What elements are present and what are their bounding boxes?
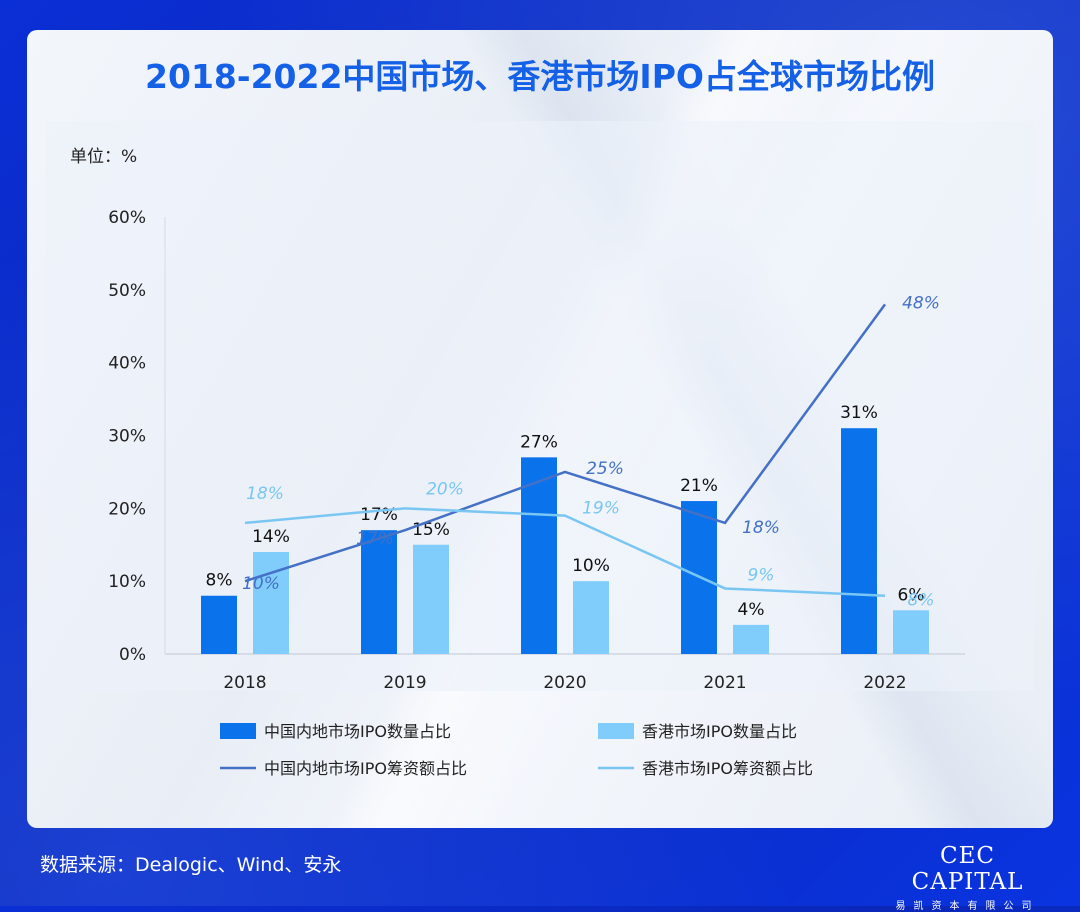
bar-data-label: 31% xyxy=(840,403,878,423)
line-data-label: 18% xyxy=(246,484,284,504)
x-tick-label: 2018 xyxy=(223,673,266,693)
bar-hk-count xyxy=(893,610,929,654)
y-tick-label: 10% xyxy=(108,572,146,592)
line-mainland-funds xyxy=(244,303,887,583)
legend-label: 中国内地市场IPO筹资额占比 xyxy=(264,759,467,778)
bar-mainland-count xyxy=(201,595,237,654)
bar-data-label: 27% xyxy=(520,432,558,452)
y-tick-label: 30% xyxy=(108,427,146,447)
bar-mainland-count xyxy=(361,530,397,654)
bar-mainland-count xyxy=(841,428,877,654)
bar-data-label: 21% xyxy=(680,476,718,496)
x-tick-label: 2019 xyxy=(383,673,426,693)
line-data-label: 17% xyxy=(356,529,394,549)
x-tick-label: 2022 xyxy=(863,673,906,693)
legend-label: 香港市场IPO筹资额占比 xyxy=(642,759,813,778)
bar-mainland-count xyxy=(521,457,557,654)
line-data-label: 18% xyxy=(742,518,780,538)
legend-label: 中国内地市场IPO数量占比 xyxy=(264,722,451,741)
bar-data-label: 4% xyxy=(738,600,765,620)
bar-data-label: 8% xyxy=(206,571,233,591)
y-tick-label: 60% xyxy=(108,208,146,228)
legend-swatch-bar xyxy=(220,723,256,739)
y-tick-label: 0% xyxy=(119,645,146,665)
line-data-label: 8% xyxy=(908,591,935,611)
x-tick-label: 2021 xyxy=(703,673,746,693)
y-tick-label: 40% xyxy=(108,354,146,374)
line-data-label: 20% xyxy=(426,479,464,499)
line-data-label: 25% xyxy=(586,459,624,479)
line-data-label: 9% xyxy=(748,565,775,585)
chart-title: 2018-2022中国市场、香港市场IPO占全球市场比例 xyxy=(145,57,935,96)
bar-data-label: 15% xyxy=(412,520,450,540)
bar-hk-count xyxy=(413,544,449,654)
company-logo: CEC CAPITAL 易凯资本有限公司 xyxy=(880,843,1055,912)
line-data-label: 10% xyxy=(242,574,280,594)
y-unit-label: 单位：% xyxy=(70,147,137,167)
y-tick-label: 20% xyxy=(108,499,146,519)
bar-hk-count xyxy=(253,552,289,654)
x-tick-label: 2020 xyxy=(543,673,586,693)
line-data-label: 48% xyxy=(902,293,940,313)
line-hk-funds xyxy=(244,507,886,597)
y-tick-label: 50% xyxy=(108,281,146,301)
legend-swatch-bar xyxy=(598,723,634,739)
bar-data-label: 10% xyxy=(572,556,610,576)
line-data-label: 19% xyxy=(582,499,620,519)
bar-data-label: 6% xyxy=(898,585,925,605)
bar-hk-count xyxy=(733,624,769,654)
logo-sub-text: 易凯资本有限公司 xyxy=(895,901,1040,912)
bar-data-label: 14% xyxy=(252,527,290,547)
data-source: 数据来源：Dealogic、Wind、安永 xyxy=(40,854,342,876)
logo-main-text: CEC CAPITAL xyxy=(911,843,1024,895)
bar-hk-count xyxy=(573,581,609,654)
bar-data-label: 17% xyxy=(360,505,398,525)
legend-label: 香港市场IPO数量占比 xyxy=(642,722,797,741)
